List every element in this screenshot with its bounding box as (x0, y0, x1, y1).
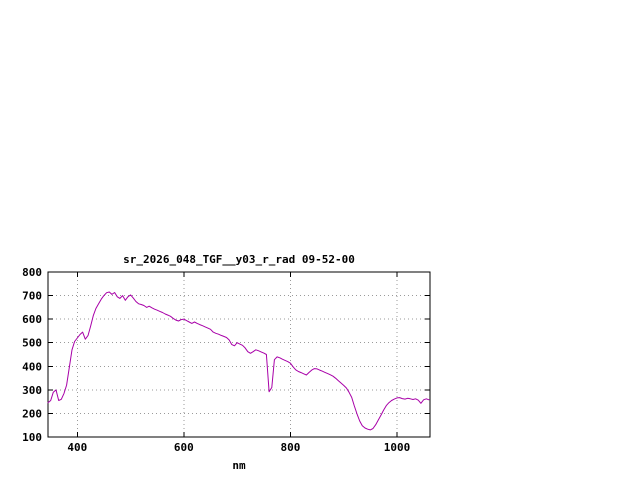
y-tick-label: 300 (22, 384, 42, 397)
grid-layer (48, 271, 430, 438)
spectrum-line (47, 291, 430, 431)
y-tick-label: 200 (22, 407, 42, 420)
x-tick-label: 1000 (384, 441, 411, 454)
y-tick-label: 700 (22, 290, 42, 303)
y-tick-label: 600 (22, 313, 42, 326)
series-layer (47, 291, 430, 431)
x-tick-label: 400 (67, 441, 87, 454)
x-tick-label: 600 (174, 441, 194, 454)
axis-layer: 400 600 800 1000 100 200 300 400 500 600 700 800 (22, 266, 431, 454)
x-axis-label: nm (232, 459, 246, 472)
y-tick-label: 800 (22, 266, 42, 279)
x-tick-label: 800 (280, 441, 300, 454)
chart-title: sr_2026_048_TGF__y03_r_rad 09-52-00 (123, 253, 355, 266)
y-tick-label: 100 (22, 431, 42, 444)
y-tick-label: 500 (22, 337, 42, 350)
y-tick-label: 400 (22, 360, 42, 373)
plot-border (47, 271, 431, 438)
